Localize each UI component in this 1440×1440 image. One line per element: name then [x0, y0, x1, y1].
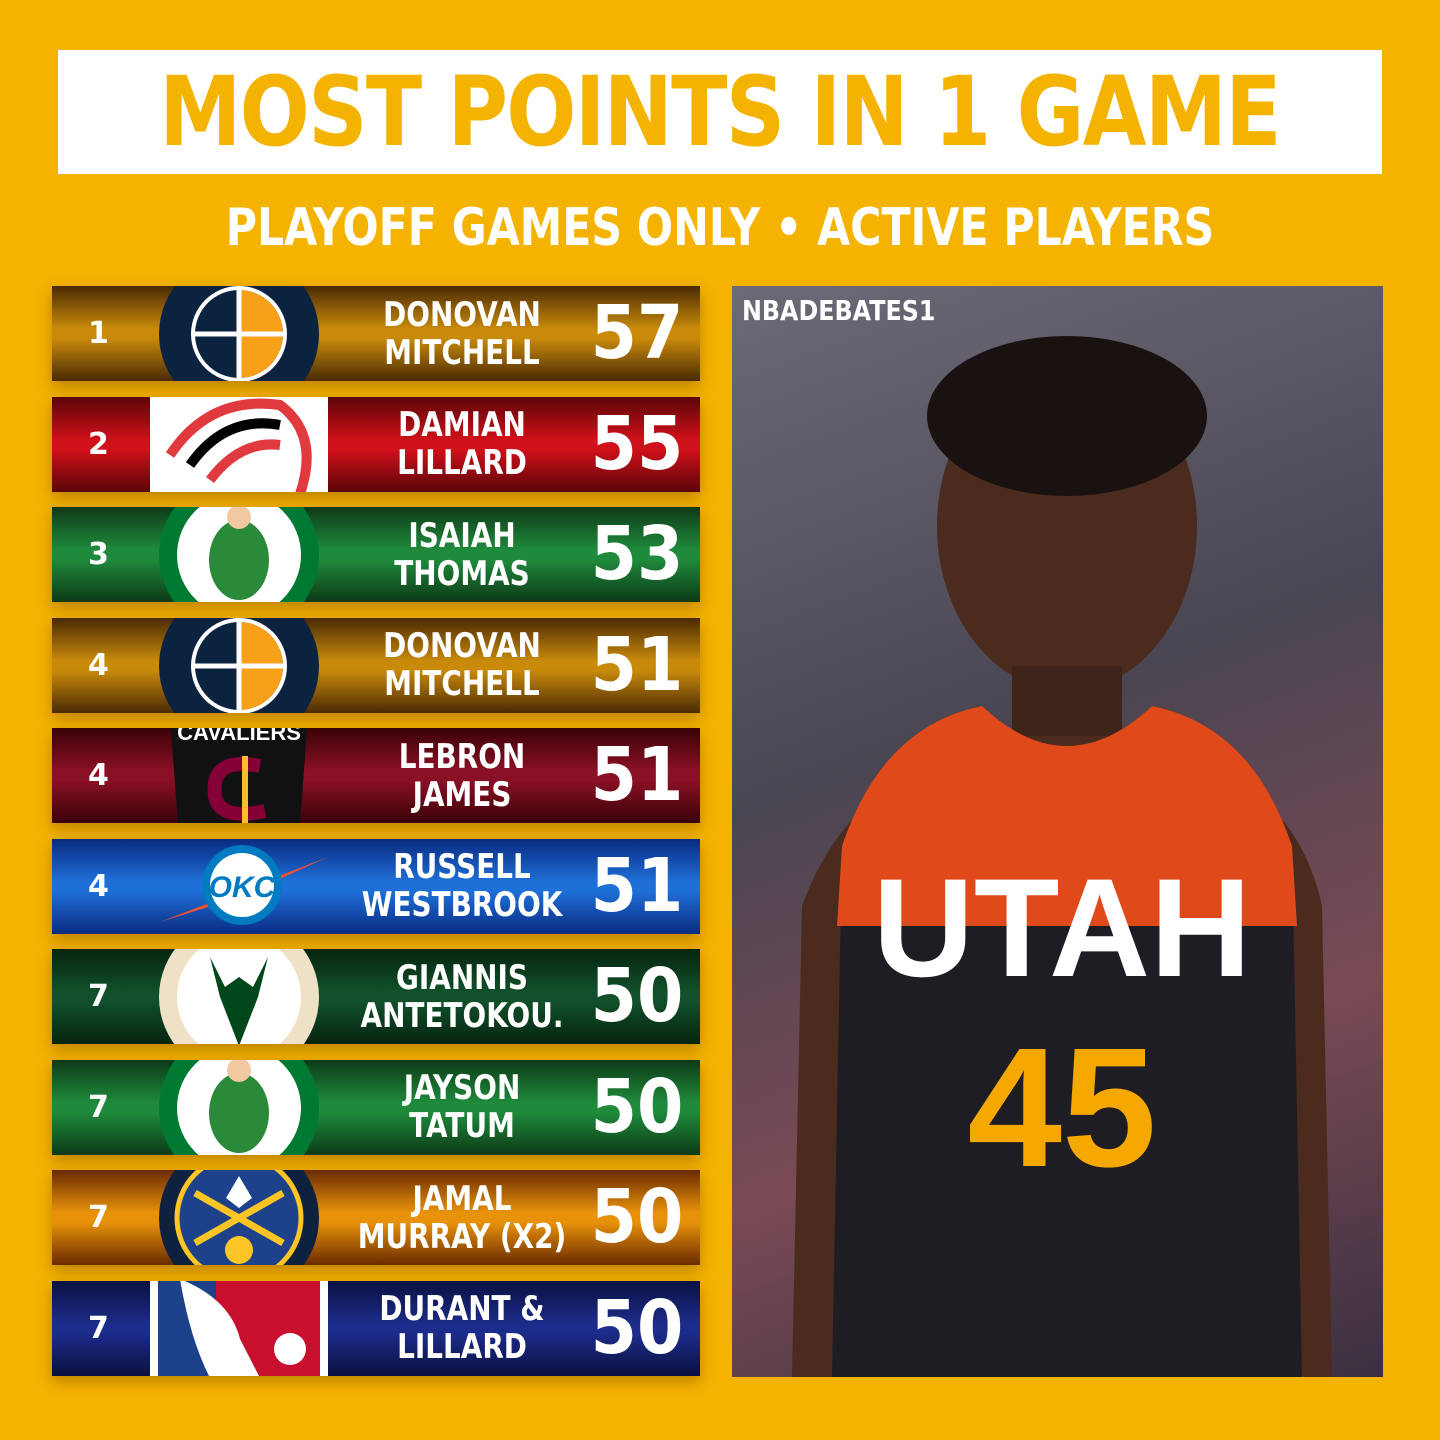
player-name-line2: MITCHELL	[384, 664, 540, 704]
player-name-line1: GIANNIS	[396, 957, 528, 998]
rank: 4	[88, 758, 109, 793]
ranking-row: 7 JAYSON TATUM 50	[52, 1059, 700, 1155]
player-name: DURANT & LILLARD	[364, 1281, 561, 1376]
title-banner: MOST POINTS IN 1 GAME	[58, 50, 1382, 174]
points: 51	[590, 842, 684, 929]
nba-logo-icon	[150, 1280, 328, 1376]
player-name: JAYSON TATUM	[364, 1060, 561, 1155]
player-name: DONOVAN MITCHELL	[364, 618, 561, 713]
rank: 7	[88, 1310, 109, 1346]
bucks-logo-icon	[159, 949, 319, 1044]
player-name-line2: MURRAY (X2)	[357, 1216, 567, 1257]
jersey-text: UTAH	[873, 849, 1251, 1006]
points: 50	[590, 1174, 684, 1260]
ranking-row: 4 CAVALIERS LEBRON JAMES 51	[52, 728, 700, 823]
jazz-logo-icon	[159, 286, 319, 381]
player-name-line1: JAYSON	[403, 1068, 521, 1108]
player-name-line2: TATUM	[409, 1106, 515, 1146]
watermark: NBADEBATES1	[742, 294, 936, 327]
player-name: DONOVAN MITCHELL	[364, 286, 561, 381]
ranking-row: 7 JAMAL MURRAY (X2) 50	[52, 1170, 700, 1265]
svg-text:CAVALIERS: CAVALIERS	[177, 728, 301, 745]
player-name-line1: RUSSELL	[393, 847, 531, 887]
points: 50	[590, 1284, 684, 1371]
celtics-logo-icon	[159, 507, 319, 602]
player-name-line2: WESTBROOK	[361, 885, 563, 925]
points: 51	[590, 732, 684, 818]
svg-text:OKC: OKC	[209, 871, 277, 904]
player-name-line1: ISAIAH	[408, 515, 516, 556]
ranking-row: 2 DAMIAN LILLARD 55	[52, 396, 700, 492]
player-name-line2: THOMAS	[394, 553, 530, 594]
blazers-logo-icon	[150, 396, 328, 492]
player-name-line2: LILLARD	[397, 1327, 527, 1367]
subtitle: PLAYOFF GAMES ONLY • ACTIVE PLAYERS	[225, 198, 1215, 258]
player-photo: UTAH 45 NBADEBATES1	[732, 286, 1383, 1377]
jersey-number: 45	[967, 1013, 1156, 1203]
player-name-line1: DURANT &	[379, 1289, 545, 1329]
points: 53	[590, 511, 684, 597]
page-title: MOST POINTS IN 1 GAME	[159, 56, 1282, 168]
rank: 4	[88, 868, 109, 904]
rank: 7	[88, 979, 109, 1014]
player-name-line1: DONOVAN	[383, 294, 541, 335]
player-name: JAMAL MURRAY (X2)	[358, 1170, 567, 1265]
rank: 2	[88, 426, 109, 462]
player-name-line1: DONOVAN	[383, 626, 541, 666]
jazz-logo-icon	[159, 617, 319, 713]
rank: 3	[88, 537, 109, 572]
ranking-row: 4 OKC RUSSELL WESTBROOK 51	[52, 838, 700, 934]
rank: 1	[88, 316, 109, 351]
ranking-row: 3 ISAIAH THOMAS 53	[52, 507, 700, 602]
points: 57	[590, 290, 684, 376]
player-name-line2: MITCHELL	[384, 332, 540, 373]
player-name: DAMIAN LILLARD	[364, 397, 561, 492]
ranking-row: 1 DONOVAN MITCHELL 57	[52, 286, 700, 381]
rank: 7	[88, 1089, 109, 1125]
points: 51	[590, 621, 684, 708]
points: 55	[590, 400, 684, 487]
celtics-logo-icon	[159, 1059, 319, 1155]
ranking-row: 7 DURANT & LILLARD 50	[52, 1280, 700, 1376]
player-name: RUSSELL WESTBROOK	[361, 839, 563, 934]
ranking-row: 7 GIANNIS ANTETOKOU. 50	[52, 949, 700, 1044]
player-name: ISAIAH THOMAS	[364, 507, 561, 602]
nuggets-logo-icon	[159, 1170, 319, 1265]
ranking-row: 4 DONOVAN MITCHELL 51	[52, 617, 700, 713]
thunder-logo-icon: OKC	[160, 844, 328, 925]
player-illustration: UTAH 45	[792, 336, 1332, 1377]
player-name-line2: LILLARD	[397, 443, 527, 483]
player-name: GIANNIS ANTETOKOU.	[360, 949, 564, 1044]
points: 50	[590, 1063, 684, 1150]
player-name-line1: LEBRON	[398, 736, 526, 777]
rank: 4	[88, 647, 109, 683]
cavaliers-logo-icon: CAVALIERS	[170, 728, 308, 823]
player-name: LEBRON JAMES	[364, 728, 561, 823]
player-name-line1: DAMIAN	[398, 405, 526, 445]
player-name-line1: JAMAL	[412, 1178, 512, 1219]
player-name-line2: JAMES	[412, 774, 512, 815]
player-name-line2: ANTETOKOU.	[360, 995, 564, 1036]
rank: 7	[88, 1200, 109, 1235]
points: 50	[590, 953, 684, 1039]
